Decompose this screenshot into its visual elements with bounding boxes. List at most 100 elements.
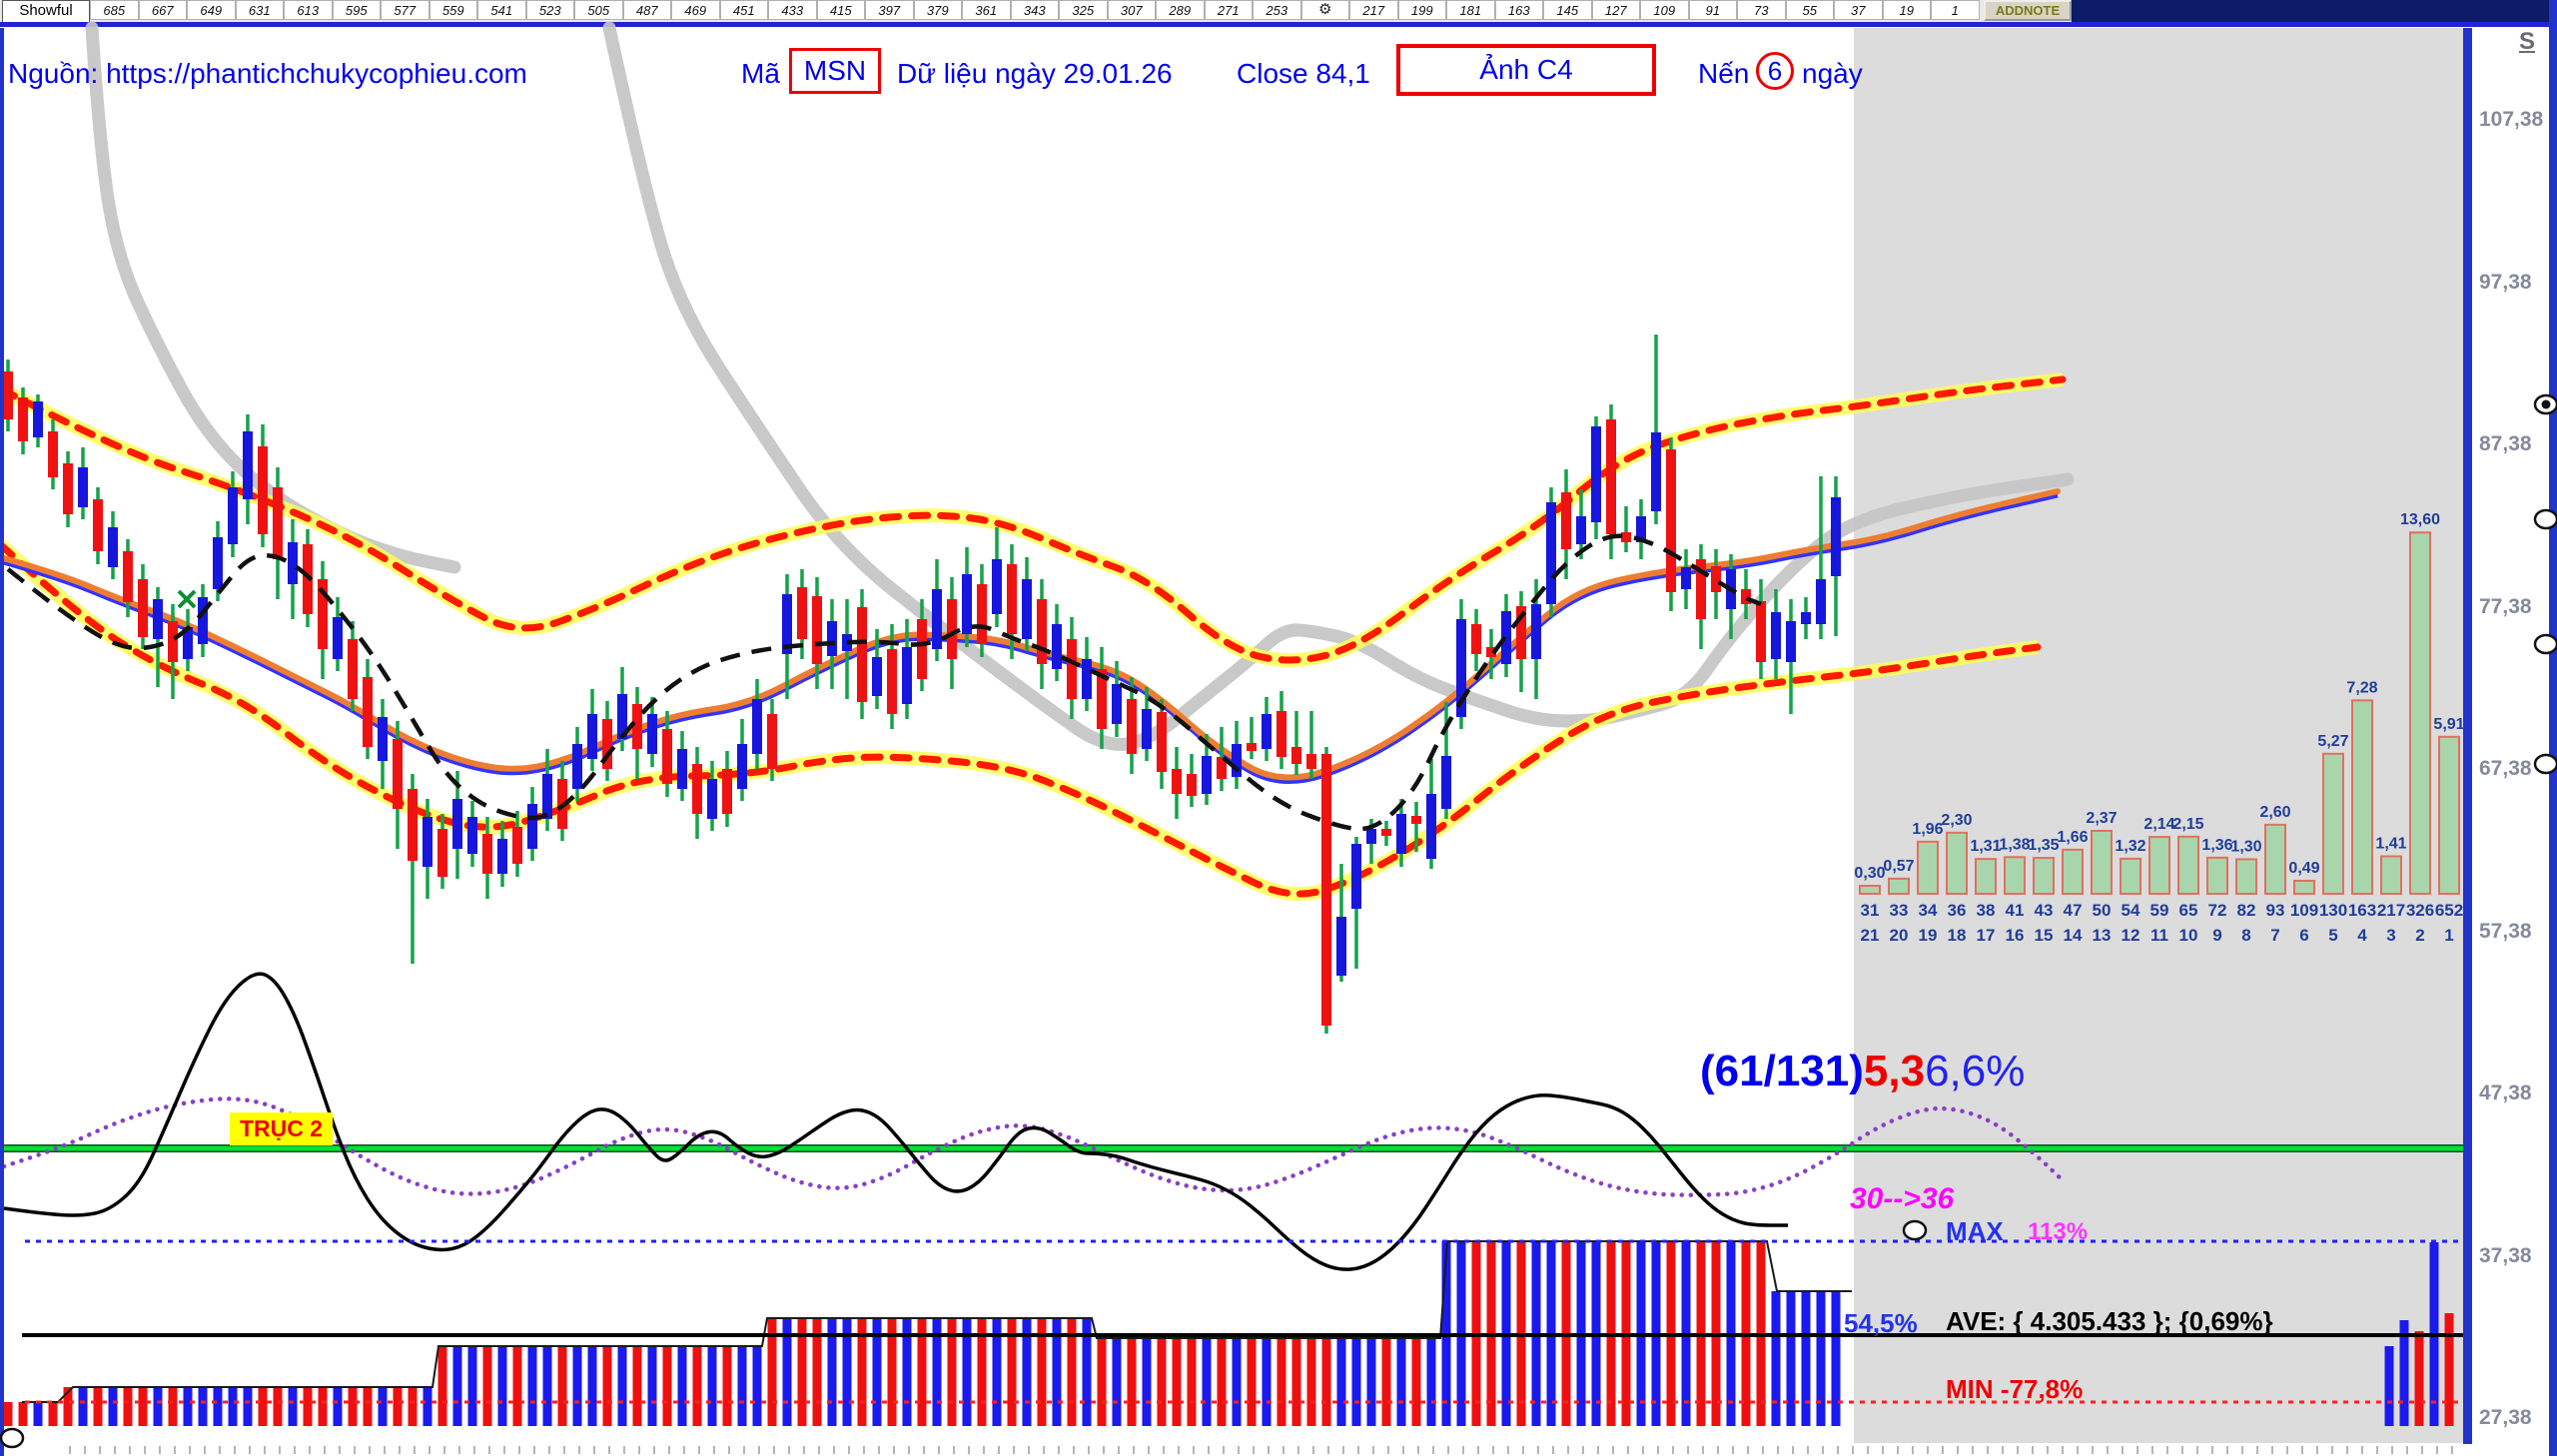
period-number-cell[interactable]: 397 bbox=[865, 0, 914, 20]
svg-text:2: 2 bbox=[2415, 926, 2424, 945]
volume-bar bbox=[497, 1346, 507, 1426]
marker-circle[interactable] bbox=[2533, 753, 2557, 775]
period-number-cell[interactable]: 379 bbox=[913, 0, 962, 20]
source-link[interactable]: Nguồn: https://phantichchukycophieu.com bbox=[8, 58, 527, 89]
svg-text:12: 12 bbox=[2122, 926, 2140, 945]
svg-text:18: 18 bbox=[1948, 926, 1967, 945]
period-number-cell[interactable]: 595 bbox=[332, 0, 381, 20]
gear-icon[interactable]: ⚙ bbox=[1300, 0, 1349, 20]
scale-tab[interactable]: S bbox=[2519, 28, 2536, 55]
period-number-cell[interactable]: 37 bbox=[1834, 0, 1883, 20]
candle bbox=[1831, 497, 1841, 576]
showful-button[interactable]: Showful bbox=[2, 0, 90, 23]
svg-text:41: 41 bbox=[2006, 901, 2025, 920]
period-number-cell[interactable]: 253 bbox=[1253, 0, 1301, 20]
candle bbox=[363, 677, 373, 747]
candle bbox=[812, 596, 822, 664]
cycle-histogram-bar bbox=[2264, 823, 2286, 896]
dashed-ma bbox=[6, 533, 1762, 832]
volume-bar bbox=[482, 1346, 492, 1426]
ratio-count: (61/131) bbox=[1700, 1047, 1864, 1095]
period-number-cell[interactable]: 307 bbox=[1107, 0, 1156, 20]
period-number-cell[interactable]: 271 bbox=[1204, 0, 1253, 20]
period-number-cell[interactable]: 523 bbox=[525, 0, 574, 20]
candle bbox=[932, 589, 942, 649]
candle bbox=[423, 817, 432, 867]
period-number-cell[interactable]: 127 bbox=[1591, 0, 1640, 20]
period-number-cell[interactable]: 487 bbox=[622, 0, 671, 20]
period-number-cell[interactable]: 289 bbox=[1156, 0, 1205, 20]
period-number-cell[interactable]: 415 bbox=[816, 0, 865, 20]
candle bbox=[1441, 756, 1451, 809]
candle bbox=[1651, 432, 1661, 511]
addnote-button[interactable]: ADDNOTE bbox=[1984, 0, 2072, 21]
price-axis-label: 57,38 bbox=[2479, 920, 2532, 943]
svg-text:93: 93 bbox=[2266, 901, 2285, 920]
volume-bar bbox=[572, 1346, 582, 1426]
marker-circle[interactable] bbox=[2533, 633, 2557, 655]
period-number-cell[interactable]: 91 bbox=[1688, 0, 1737, 20]
candle bbox=[123, 551, 133, 602]
period-number-cell[interactable]: 145 bbox=[1543, 0, 1592, 20]
svg-text:13: 13 bbox=[2093, 926, 2112, 945]
period-number-cell[interactable]: 469 bbox=[671, 0, 720, 20]
volume-bar bbox=[452, 1346, 462, 1426]
period-number-cell[interactable]: 1 bbox=[1931, 0, 1980, 20]
period-number-cell[interactable]: 73 bbox=[1737, 0, 1786, 20]
period-number-cell[interactable]: 199 bbox=[1397, 0, 1446, 20]
period-number-cell[interactable]: 325 bbox=[1059, 0, 1108, 20]
candle bbox=[902, 647, 912, 704]
volume-bar bbox=[872, 1318, 882, 1426]
svg-text:9: 9 bbox=[2212, 926, 2221, 945]
candle bbox=[1606, 419, 1616, 534]
volume-bar bbox=[1112, 1338, 1122, 1426]
period-number-cell[interactable]: 163 bbox=[1494, 0, 1543, 20]
candle bbox=[1052, 624, 1062, 669]
svg-text:4: 4 bbox=[2357, 926, 2367, 945]
candle bbox=[273, 487, 283, 559]
volume-bar bbox=[1052, 1318, 1062, 1426]
period-number-cell[interactable]: 649 bbox=[187, 0, 236, 20]
volume-bar bbox=[18, 1402, 28, 1426]
candle bbox=[947, 599, 957, 659]
period-number-cell[interactable]: 685 bbox=[90, 0, 139, 20]
candle-days-circle: 6 bbox=[1756, 52, 1794, 90]
period-number-cell[interactable]: 667 bbox=[138, 0, 187, 20]
candle bbox=[1022, 579, 1032, 639]
svg-text:2,37: 2,37 bbox=[2086, 810, 2117, 827]
svg-text:130: 130 bbox=[2319, 901, 2347, 920]
svg-text:163: 163 bbox=[2348, 901, 2376, 920]
candle bbox=[228, 487, 238, 544]
period-number-cell[interactable]: 55 bbox=[1785, 0, 1834, 20]
candle bbox=[647, 714, 657, 754]
volume-bar bbox=[333, 1387, 343, 1426]
candle-prefix: Nến bbox=[1698, 58, 1750, 89]
period-number-cell[interactable]: 577 bbox=[381, 0, 429, 20]
period-number-cell[interactable]: 505 bbox=[574, 0, 623, 20]
period-number-cell[interactable]: 541 bbox=[477, 0, 526, 20]
period-number-cell[interactable]: 631 bbox=[235, 0, 284, 20]
period-number-cell[interactable]: 109 bbox=[1640, 0, 1689, 20]
marker-circle[interactable] bbox=[0, 1427, 25, 1449]
period-number-cell[interactable]: 559 bbox=[428, 0, 477, 20]
volume-bar bbox=[632, 1346, 642, 1426]
candle bbox=[18, 397, 28, 441]
volume-bar bbox=[767, 1318, 777, 1426]
candle bbox=[138, 579, 148, 637]
period-number-cell[interactable]: 217 bbox=[1349, 0, 1398, 20]
candle bbox=[1756, 601, 1766, 662]
candle bbox=[872, 657, 882, 696]
period-number-cell[interactable]: 433 bbox=[768, 0, 817, 20]
period-number-cell[interactable]: 19 bbox=[1882, 0, 1931, 20]
period-number-cell[interactable]: 343 bbox=[1010, 0, 1059, 20]
period-number-cell[interactable]: 613 bbox=[284, 0, 333, 20]
period-number-cell[interactable]: 451 bbox=[719, 0, 768, 20]
period-number-cell[interactable]: 361 bbox=[962, 0, 1011, 20]
marker-circle[interactable] bbox=[1902, 1219, 1928, 1241]
volume-bar bbox=[33, 1402, 43, 1426]
volume-bar bbox=[737, 1346, 747, 1426]
period-number-cell[interactable]: 181 bbox=[1446, 0, 1495, 20]
marker-circle[interactable] bbox=[2533, 508, 2557, 530]
candle bbox=[767, 714, 777, 769]
